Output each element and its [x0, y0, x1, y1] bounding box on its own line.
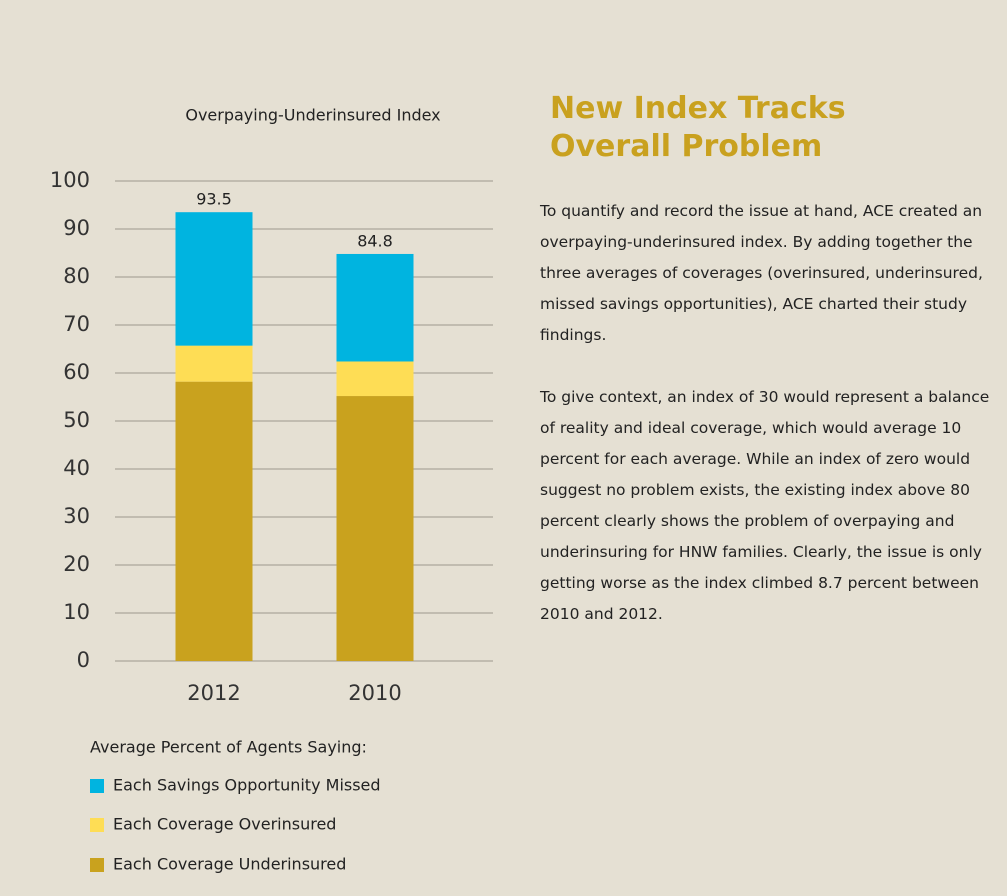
bar-segment	[336, 361, 414, 397]
y-tick-label: 50	[63, 408, 90, 432]
y-tick-label: 70	[63, 312, 90, 336]
x-tick-label: 2012	[187, 681, 240, 705]
total-label: 93.5	[196, 190, 232, 209]
y-tick-label: 80	[63, 264, 90, 288]
bar-segment	[175, 212, 253, 346]
legend-title: Average Percent of Agents Saying:	[90, 738, 367, 757]
legend-label: Each Savings Opportunity Missed	[113, 776, 381, 795]
bar-segment	[175, 345, 253, 382]
y-tick-label: 40	[63, 456, 90, 480]
x-tick-label: 2010	[348, 681, 401, 705]
article-heading: New Index Tracks Overall Problem	[550, 91, 846, 164]
y-tick-label: 30	[63, 504, 90, 528]
legend-swatch	[90, 818, 104, 832]
legend-label: Each Coverage Underinsured	[113, 855, 346, 874]
legend-swatch	[90, 858, 104, 872]
y-tick-label: 0	[77, 648, 90, 672]
legend-label: Each Coverage Overinsured	[113, 815, 336, 834]
bar-segment	[336, 253, 414, 362]
y-tick-label: 60	[63, 360, 90, 384]
bar-segment	[336, 396, 414, 661]
y-tick-label: 90	[63, 216, 90, 240]
legend-swatch	[90, 779, 104, 793]
article-body: To quantify and record the issue at hand…	[540, 196, 1002, 661]
y-tick-label: 20	[63, 552, 90, 576]
y-tick-label: 100	[50, 168, 90, 192]
article-paragraph: To give context, an index of 30 would re…	[540, 388, 990, 623]
y-tick-label: 10	[63, 600, 90, 624]
total-label: 84.8	[357, 231, 393, 250]
bar-segment	[175, 381, 253, 661]
chart-title: Overpaying-Underinsured Index	[185, 106, 440, 125]
article-paragraph: To quantify and record the issue at hand…	[540, 202, 983, 344]
